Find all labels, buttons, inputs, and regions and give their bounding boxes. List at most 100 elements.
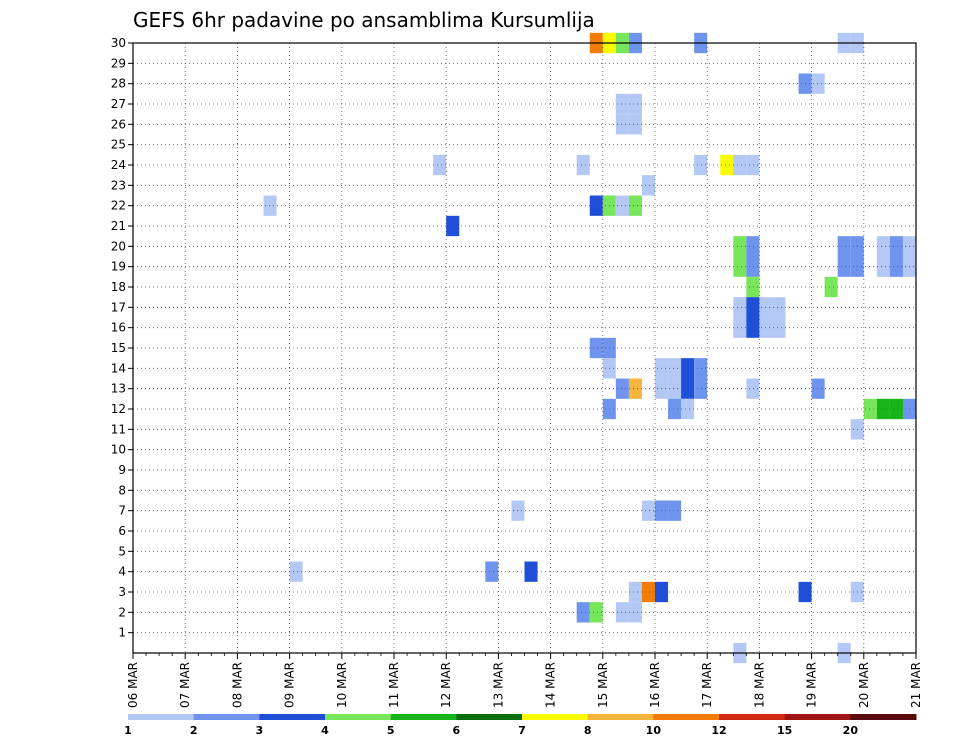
colorbar-label: 15 [777,724,792,737]
ensemble-cell [628,195,642,216]
y-tick-label: 20 [111,239,126,253]
y-tick-label: 21 [111,219,126,233]
y-tick-label: 18 [111,280,126,294]
ensemble-cell [615,114,629,135]
y-tick-label: 13 [111,382,126,396]
y-tick-label: 22 [111,199,126,213]
ensemble-cell [876,236,890,257]
ensemble-cell [746,297,760,318]
ensemble-cell [628,114,642,135]
ensemble-cell [628,602,642,623]
y-tick-label: 16 [111,321,126,335]
ensemble-cell [746,378,760,399]
ensemble-cell [628,93,642,115]
colorbar-label: 12 [711,724,726,737]
ensemble-cell [576,602,590,623]
ensemble-cell [615,602,629,623]
colorbar-swatch [390,714,457,720]
colorbar-label: 10 [646,724,662,737]
colorbar-swatch [587,714,654,720]
y-axis: 1234567891011121314151617181920212223242… [111,36,133,640]
ensemble-cell [628,581,642,603]
ensemble-cell [485,561,499,582]
y-tick-label: 9 [118,463,126,477]
ensemble-cell [641,500,655,521]
ensemble-cell [628,378,642,399]
y-tick-label: 19 [111,260,126,274]
ensemble-cell [589,337,603,359]
y-tick-label: 27 [111,97,126,111]
ensemble-cell [746,236,760,257]
ensemble-cell [889,236,903,257]
colorbar-label: 5 [387,724,395,737]
colorbar-label: 7 [518,724,526,737]
y-tick-label: 7 [118,504,126,518]
y-tick-label: 15 [111,341,126,355]
y-tick-label: 12 [111,402,126,416]
ensemble-cell [289,561,303,582]
ensemble-cell [446,215,460,237]
x-tick-label: 09 MAR [283,662,297,708]
ensemble-cell [641,175,655,196]
y-tick-label: 2 [118,605,126,619]
ensemble-cell [733,236,747,257]
ensemble-cell [694,358,708,379]
colorbar-label: 3 [256,724,264,737]
ensemble-cell [668,378,682,399]
ensemble-cell [772,297,786,318]
ensemble-cell [863,398,877,420]
ensemble-cell [811,378,825,399]
ensemble-cell [772,317,786,338]
y-tick-label: 30 [111,36,126,50]
x-tick-label: 15 MAR [596,662,610,708]
ensemble-cell [733,297,747,318]
colorbar-swatch [784,714,851,720]
ensemble-cell [263,195,277,216]
ensemble-cell [668,358,682,379]
colorbar-swatch [193,714,260,720]
ensemble-cell [641,581,655,603]
colorbar-label: 2 [190,724,198,737]
grid-lines [133,43,916,653]
ensemble-cell [876,398,890,420]
ensemble-cell [889,398,903,420]
x-tick-label: 08 MAR [230,662,244,708]
ensemble-cell [746,276,760,298]
ensemble-cell [733,154,747,176]
y-tick-label: 6 [118,524,126,538]
x-tick-label: 11 MAR [387,662,401,708]
ensemble-cell [589,195,603,216]
y-tick-label: 28 [111,77,126,91]
ensemble-cell [589,602,603,623]
y-tick-label: 11 [111,422,126,436]
colorbar-swatch [259,714,326,720]
colorbar-swatch [522,714,589,720]
y-tick-label: 14 [111,361,126,375]
ensemble-cell [681,398,695,420]
ensemble-cell [733,317,747,338]
x-tick-label: 21 MAR [909,662,923,708]
ensemble-cell [433,154,447,176]
x-tick-label: 18 MAR [752,662,766,708]
ensemble-cell [720,154,734,176]
x-tick-label: 07 MAR [178,662,192,708]
ensemble-cell [746,256,760,277]
ensemble-cell [694,154,708,176]
ensemble-cell [746,154,760,176]
ensemble-cell [889,256,903,277]
colorbar-swatch [325,714,392,720]
x-axis: 06 MAR 07 MAR 08 MAR 09 MAR 10 MAR 11 MAR 12 M… [126,653,923,708]
y-tick-label: 8 [118,483,126,497]
colorbar-label: 8 [584,724,592,737]
ensemble-cell [733,256,747,277]
ensemble-cell [681,378,695,399]
x-tick-label: 13 MAR [491,662,505,708]
y-tick-label: 26 [111,117,126,131]
y-tick-label: 10 [111,443,126,457]
colorbar-label: 6 [453,724,461,737]
colorbar-label: 20 [843,724,859,737]
x-tick-label: 10 MAR [335,662,349,708]
x-tick-label: 14 MAR [544,662,558,708]
ensemble-cell [615,195,629,216]
y-tick-label: 3 [118,585,126,599]
